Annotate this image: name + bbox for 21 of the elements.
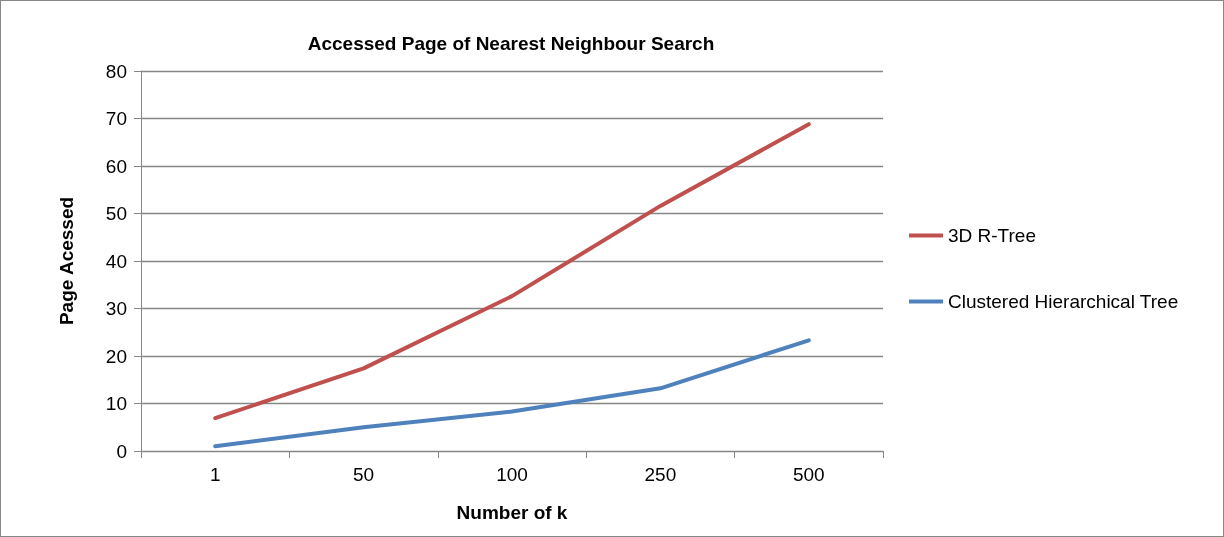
y-tick-label: 70 [105, 108, 127, 129]
x-tick-label: 500 [792, 464, 825, 485]
y-tick-label: 50 [105, 203, 127, 224]
y-tick-label: 60 [105, 155, 127, 177]
y-axis-title: Page Acessed [56, 196, 77, 326]
y-tick-label: 30 [105, 298, 127, 319]
x-axis-title: Number of k [456, 502, 568, 523]
y-tick-label: 0 [116, 440, 127, 462]
x-tick-label: 250 [644, 464, 677, 485]
chart-title: Accessed Page of Nearest Neighbour Search [307, 33, 715, 54]
y-tick-label: 20 [105, 345, 127, 367]
line-series [213, 122, 811, 421]
y-tick-label: 80 [105, 60, 127, 82]
x-tick-label: 100 [496, 464, 528, 485]
y-tick-label: 40 [105, 250, 127, 272]
x-tick-label: 1 [209, 464, 221, 485]
line-series [213, 338, 811, 449]
legend-label: 3D R-Tree [948, 225, 1036, 246]
legend-label: Clustered Hierarchical Tree [948, 291, 1179, 312]
x-tick-label: 50 [353, 464, 375, 485]
y-tick-label: 10 [105, 393, 127, 414]
